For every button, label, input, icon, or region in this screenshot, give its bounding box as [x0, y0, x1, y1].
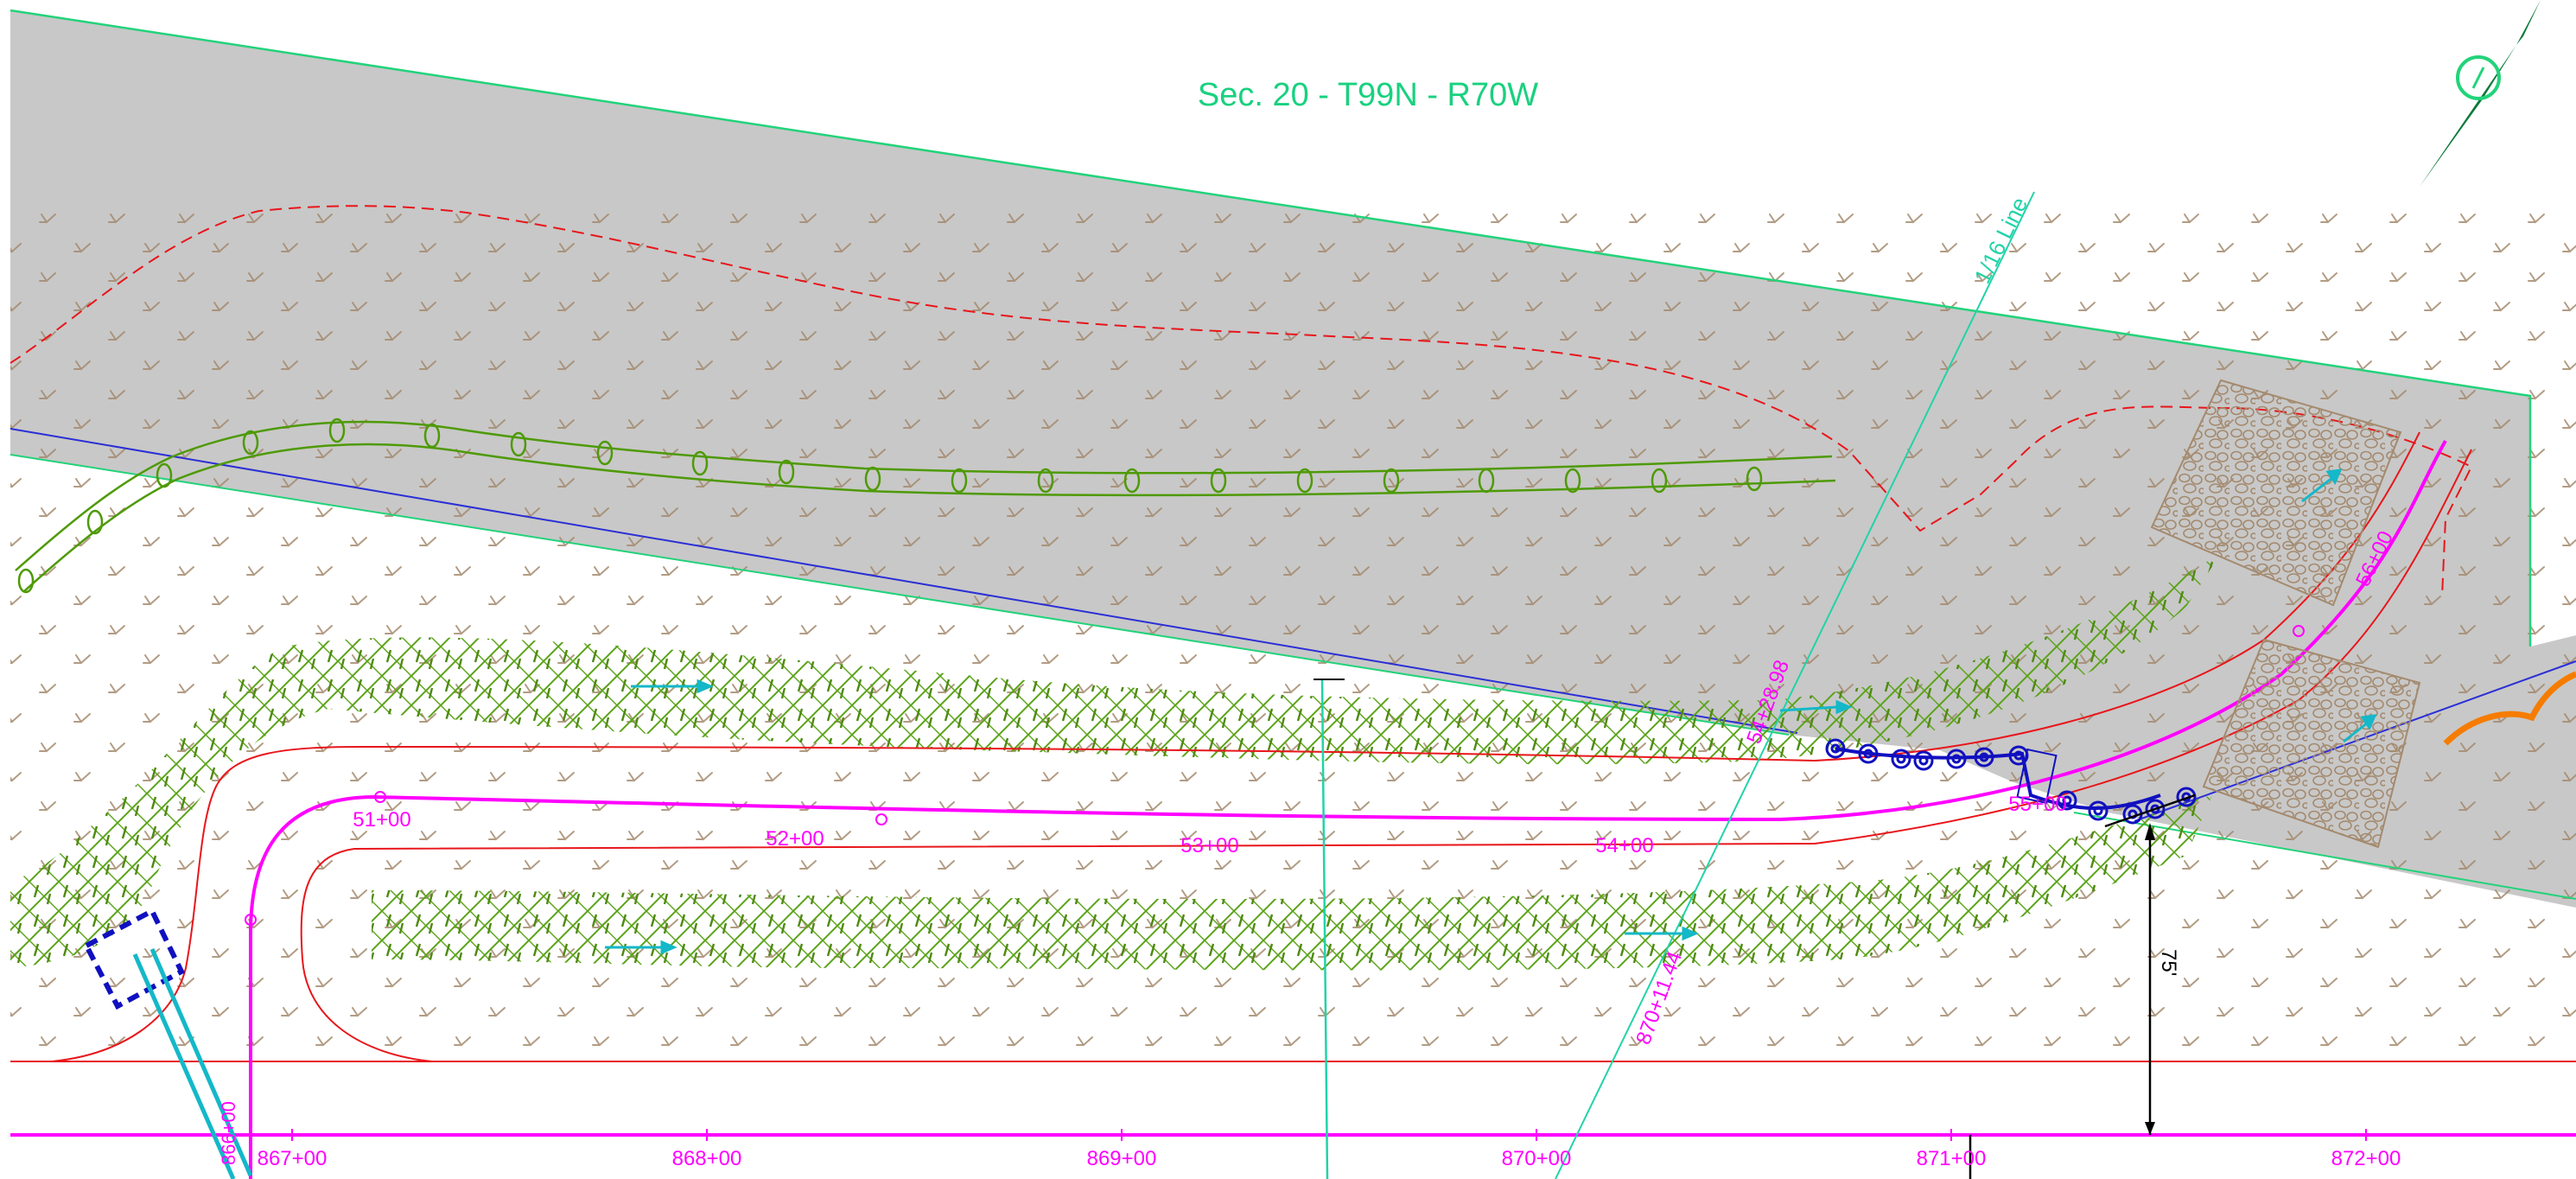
bottom-station-ticks — [291, 1129, 2367, 1141]
riprap-pad-upper — [2150, 379, 2402, 607]
access-station-51: 51+00 — [353, 808, 410, 832]
station-label-868: 868+00 — [672, 1147, 742, 1170]
dimension-arrow-bottom — [2145, 1122, 2155, 1135]
road-edge-outer — [10, 431, 2576, 1062]
access-station-52: 52+00 — [766, 827, 824, 851]
fiber-roll-joints — [17, 417, 1763, 594]
fiber-roll-outline-top — [15, 420, 1833, 571]
station-label-871: 871+00 — [1917, 1147, 1987, 1170]
access-road-centerline — [249, 440, 2447, 1179]
pt-point-2 — [2293, 625, 2305, 637]
pc-point-2 — [875, 813, 887, 825]
dimension-extension — [2104, 793, 2196, 828]
silt-fence — [2443, 671, 2576, 746]
station-label-866: 866+00 — [218, 1101, 239, 1165]
reclamation-seed-area-lower — [372, 795, 2212, 971]
section-title: Sec. 20 - T99N - R70W — [1198, 77, 1538, 113]
pt-point — [374, 791, 386, 803]
station-label-869: 869+00 — [1087, 1147, 1157, 1170]
station-label-872: 872+00 — [2331, 1147, 2401, 1170]
culvert-end-icon — [82, 907, 185, 1010]
access-station-labels: 51+00 52+00 53+00 54+00 55+00 — [353, 793, 2066, 857]
flow-arrow-icon — [605, 468, 2377, 955]
north-arrow-icon — [2420, 0, 2541, 187]
fiber-roll-outline-bottom — [23, 443, 1836, 592]
section-line — [10, 9, 2532, 647]
riprap-pad-lower — [2202, 638, 2421, 849]
dimension-label: 75' — [2157, 949, 2180, 976]
station-label-867: 867+00 — [258, 1147, 328, 1170]
access-station-55: 55+00 — [2008, 793, 2066, 816]
bottom-station-labels: 867+00 868+00 869+00 870+00 871+00 872+0… — [258, 1147, 2401, 1170]
sixteenth-line — [1555, 191, 2035, 1179]
tie-line-vertical — [1320, 679, 1329, 1179]
pc-point — [245, 914, 257, 926]
disturbance-limit-dashed — [10, 205, 2473, 597]
station-label-870: 870+00 — [1502, 1147, 1572, 1170]
section-line-lower — [10, 454, 1790, 736]
outlet-pipe — [132, 948, 253, 1179]
culvert-inlet-box — [2016, 748, 2058, 805]
access-station-54: 54+00 — [1595, 834, 1653, 857]
dimension-arrow-top — [2145, 823, 2155, 840]
reclamation-seed-area-upper — [10, 553, 2221, 968]
access-station-53: 53+00 — [1180, 834, 1238, 857]
